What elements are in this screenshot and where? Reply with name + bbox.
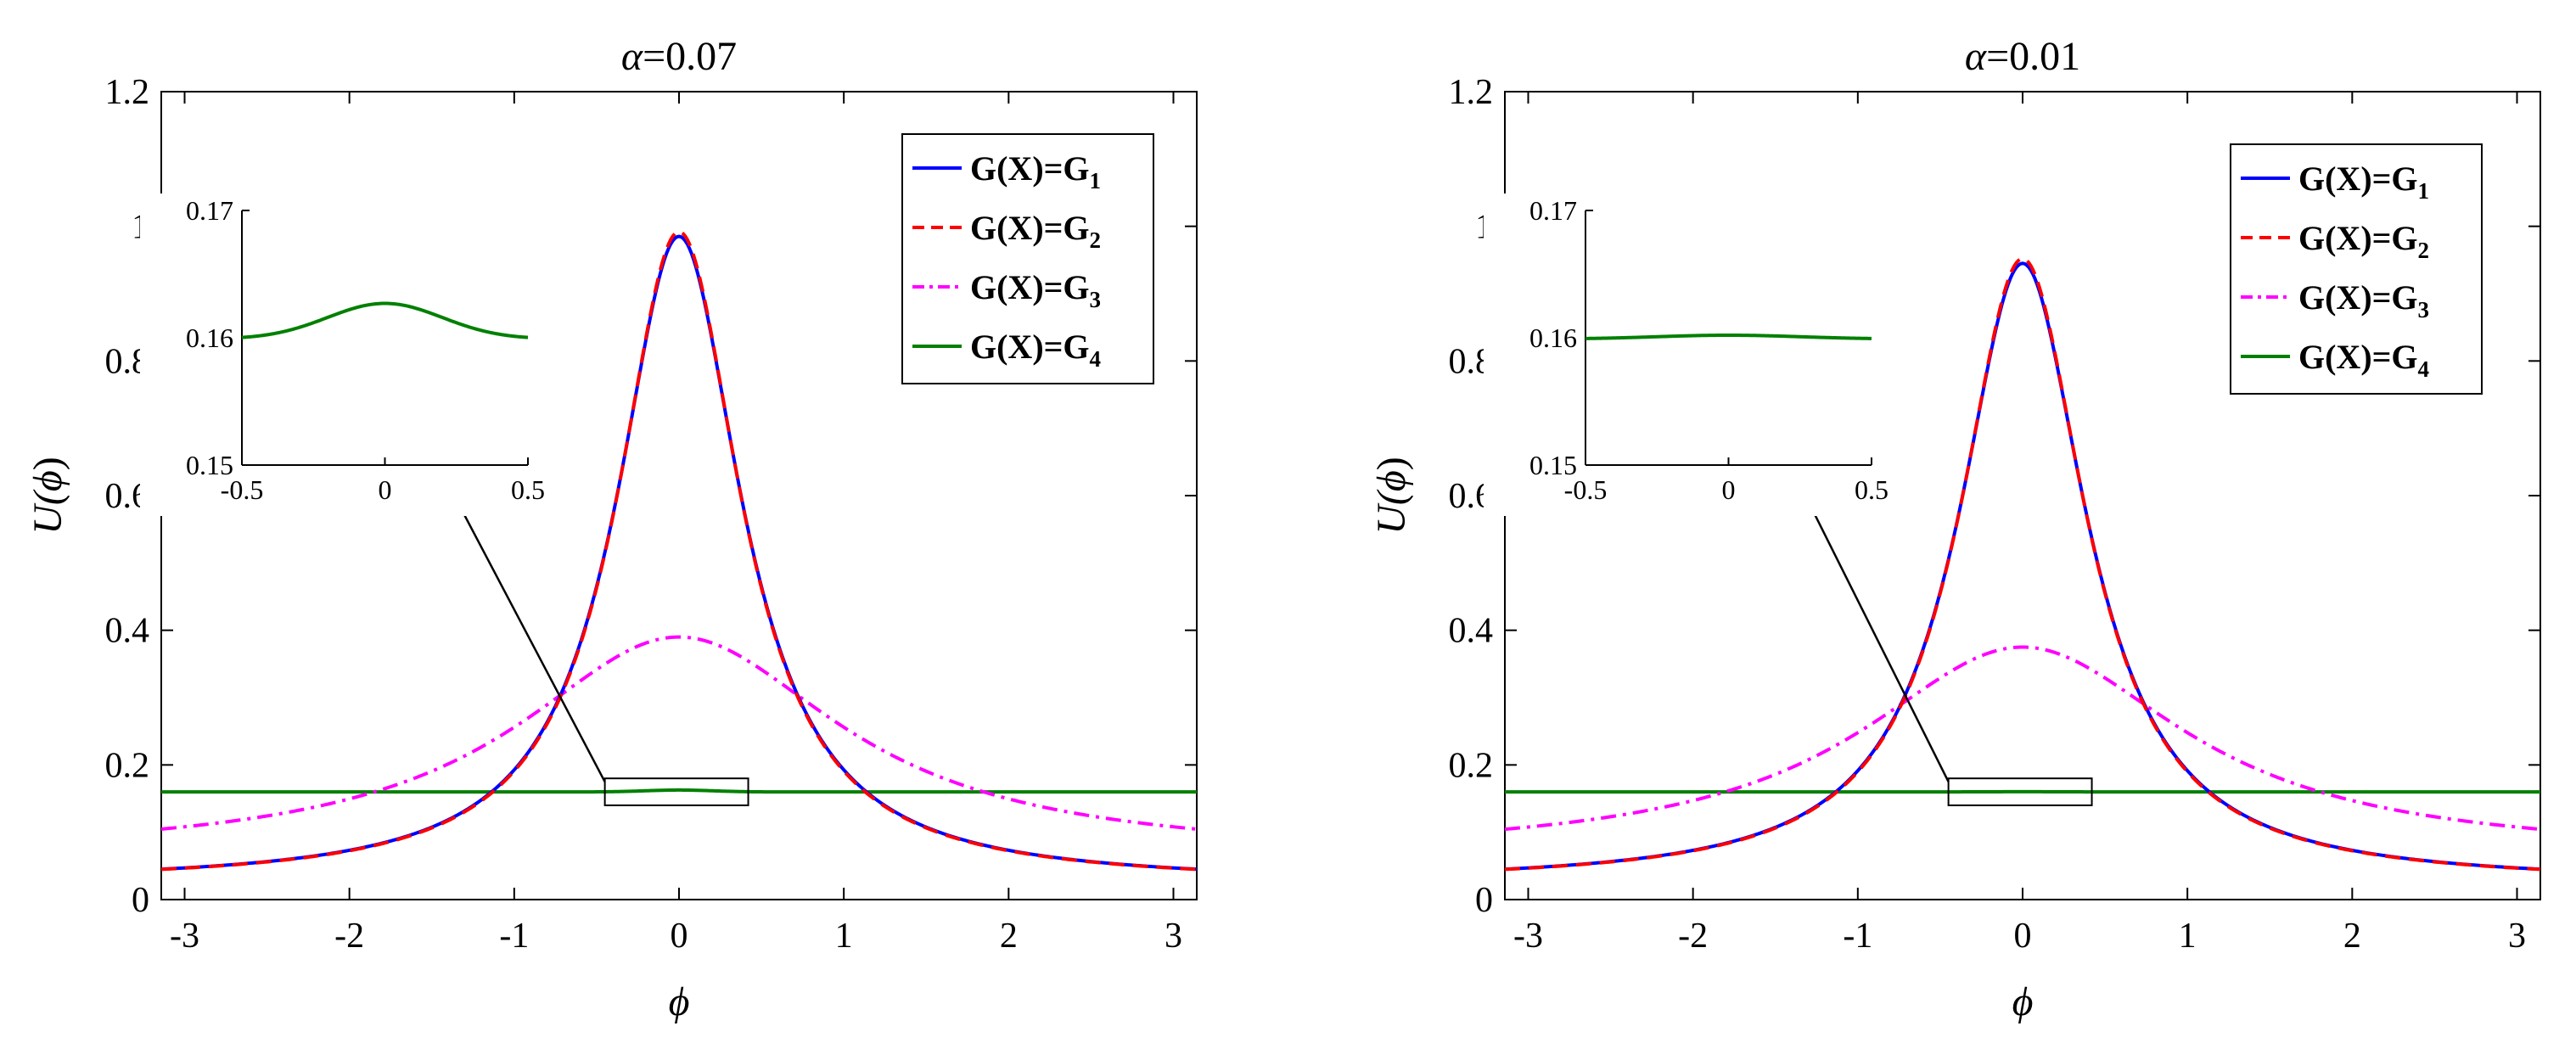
y-axis-label: U(ϕ) xyxy=(1369,457,1414,534)
legend-label-main: G(X)=G xyxy=(2298,219,2418,257)
x-tick-label: -2 xyxy=(334,917,364,956)
x-axis-label: ϕ xyxy=(669,979,690,1024)
y-axis-label-suffix: ) xyxy=(1369,457,1414,470)
y-axis-label-suffix: ) xyxy=(25,457,70,470)
inset-y-tick-label: 0.17 xyxy=(186,195,233,226)
chart-title-value: =0.01 xyxy=(1986,34,2080,79)
chart-panel-2: -3-2-1012300.20.40.60.811.2α=0.01ϕU(ϕ)-0… xyxy=(1369,34,2540,1024)
series-line-g3 xyxy=(1505,648,2540,830)
chart-title: α=0.07 xyxy=(621,34,737,79)
legend-label-g2: G(X)=G2 xyxy=(970,209,1101,253)
legend-label-subscript: 1 xyxy=(2418,178,2430,204)
legend-label-subscript: 2 xyxy=(1090,227,1102,253)
y-tick-label: 1.2 xyxy=(105,73,150,112)
inset-x-tick-label: 0 xyxy=(1722,474,1736,505)
chart-title-symbol: α xyxy=(1965,34,1987,79)
y-axis-label-prefix: U( xyxy=(1369,489,1414,535)
x-tick-label: 3 xyxy=(2508,917,2526,956)
legend-label-g1: G(X)=G1 xyxy=(970,149,1101,193)
inset-y-tick-label: 0.15 xyxy=(1529,450,1577,480)
x-tick-label: 1 xyxy=(835,917,853,956)
y-axis-label-prefix: U( xyxy=(25,489,70,535)
legend-label-g1: G(X)=G1 xyxy=(2298,160,2429,204)
legend-label-g2: G(X)=G2 xyxy=(2298,219,2429,263)
legend-label-main: G(X)=G xyxy=(2298,160,2418,198)
legend-label-main: G(X)=G xyxy=(970,268,1090,306)
legend-label-subscript: 4 xyxy=(1090,346,1102,372)
inset-x-tick-label: 0 xyxy=(379,474,392,505)
legend: G(X)=G1G(X)=G2G(X)=G3G(X)=G4 xyxy=(2231,144,2482,394)
x-tick-label: 2 xyxy=(2343,917,2361,956)
inset-y-tick-label: 0.17 xyxy=(1529,195,1577,226)
x-tick-label: -3 xyxy=(170,917,199,956)
inset-y-tick-label: 0.15 xyxy=(186,450,233,480)
legend-label-g4: G(X)=G4 xyxy=(970,328,1101,372)
legend-label-main: G(X)=G xyxy=(970,149,1090,188)
inset-x-tick-label: 0.5 xyxy=(511,474,545,505)
legend-label-main: G(X)=G xyxy=(2298,338,2418,376)
legend-label-main: G(X)=G xyxy=(2298,278,2418,317)
inset-x-tick-label: 0.5 xyxy=(1855,474,1889,505)
legend-label-subscript: 4 xyxy=(2418,356,2430,382)
legend-label-subscript: 3 xyxy=(2418,297,2430,322)
legend-label-g3: G(X)=G3 xyxy=(970,268,1101,312)
x-tick-label: 3 xyxy=(1165,917,1182,956)
legend-label-g4: G(X)=G4 xyxy=(2298,338,2429,382)
x-tick-label: 2 xyxy=(1000,917,1018,956)
y-tick-label: 1.2 xyxy=(1449,73,1494,112)
legend-label-main: G(X)=G xyxy=(970,328,1090,366)
chart-panel-1: -3-2-1012300.20.40.60.811.2α=0.07ϕU(ϕ)-0… xyxy=(25,34,1197,1024)
chart-title: α=0.01 xyxy=(1965,34,2080,79)
x-tick-label: -2 xyxy=(1678,917,1708,956)
legend-label-subscript: 3 xyxy=(1090,287,1102,312)
legend-label-subscript: 2 xyxy=(2418,238,2430,263)
x-tick-label: -1 xyxy=(1843,917,1872,956)
y-tick-label: 0.2 xyxy=(1449,746,1494,785)
y-tick-label: 0.2 xyxy=(105,746,150,785)
series-line-g4 xyxy=(161,790,1197,792)
legend-label-g3: G(X)=G3 xyxy=(2298,278,2429,322)
y-axis-label-symbol: ϕ xyxy=(25,470,70,491)
y-tick-label: 0 xyxy=(1475,881,1493,920)
x-tick-label: 1 xyxy=(2179,917,2197,956)
legend-label-main: G(X)=G xyxy=(970,209,1090,247)
x-axis-label: ϕ xyxy=(2012,979,2034,1024)
chart-title-symbol: α xyxy=(621,34,643,79)
y-axis-label: U(ϕ) xyxy=(25,457,70,534)
x-tick-label: -3 xyxy=(1513,917,1543,956)
y-tick-label: 0.4 xyxy=(105,612,150,651)
x-tick-label: 0 xyxy=(2014,917,2032,956)
x-tick-label: -1 xyxy=(499,917,529,956)
series-line-g3 xyxy=(161,637,1197,829)
legend-label-subscript: 1 xyxy=(1090,168,1102,193)
chart-title-value: =0.07 xyxy=(643,34,737,79)
x-tick-label: 0 xyxy=(671,917,688,956)
y-tick-label: 0.4 xyxy=(1449,612,1494,651)
y-axis-label-symbol: ϕ xyxy=(1369,470,1414,491)
inset-y-tick-label: 0.16 xyxy=(1529,322,1577,353)
legend: G(X)=G1G(X)=G2G(X)=G3G(X)=G4 xyxy=(902,134,1153,384)
y-tick-label: 0 xyxy=(132,881,149,920)
inset-y-tick-label: 0.16 xyxy=(186,322,233,353)
